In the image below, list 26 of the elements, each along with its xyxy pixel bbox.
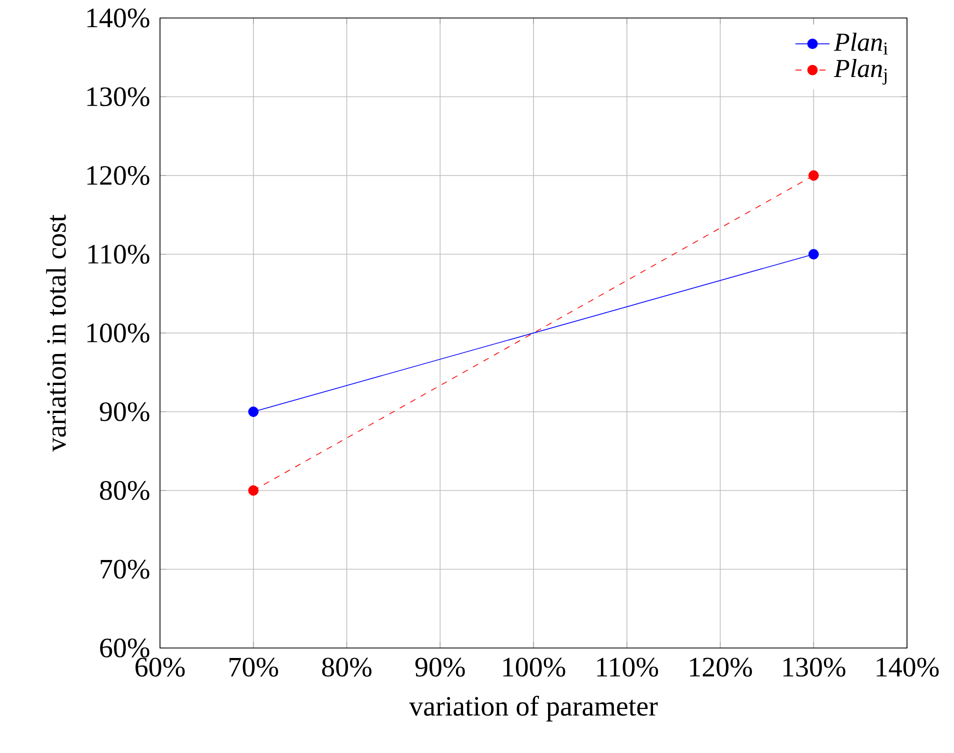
x-axis-title: variation of parameter: [409, 696, 658, 722]
y-axis-title: variation in total cost: [46, 214, 66, 452]
x-tick-label: 90%: [415, 658, 465, 677]
x-tick-label: 130%: [783, 658, 846, 677]
y-tick-label: 80%: [100, 480, 150, 500]
point: [248, 406, 259, 417]
x-tick-label: 100%: [503, 658, 566, 677]
legend-label: Plan$_{i}$: [834, 32, 888, 55]
y-tick-label: 140%: [87, 8, 150, 28]
x-tick-label: 120%: [690, 658, 752, 677]
y-tick-label: 70%: [100, 560, 150, 579]
x-tick-label: 60%: [136, 658, 185, 677]
x-tick-label: 70%: [230, 658, 278, 677]
y-tick-label: 60%: [100, 638, 150, 658]
y-tick-label: 110%: [88, 244, 150, 264]
point: [248, 485, 259, 496]
x-tick-label: 140%: [876, 658, 939, 677]
x-tick-label: 110%: [597, 658, 658, 677]
legend-label: Plan$_{j}$: [834, 58, 887, 85]
point: [808, 170, 819, 181]
point: [808, 249, 819, 260]
y-tick-label: 100%: [87, 323, 150, 342]
y-tick-label: 120%: [87, 166, 150, 185]
x-tick-label: 80%: [322, 658, 372, 677]
y-tick-label: 90%: [100, 402, 150, 422]
y-tick-label: 130%: [87, 87, 150, 106]
